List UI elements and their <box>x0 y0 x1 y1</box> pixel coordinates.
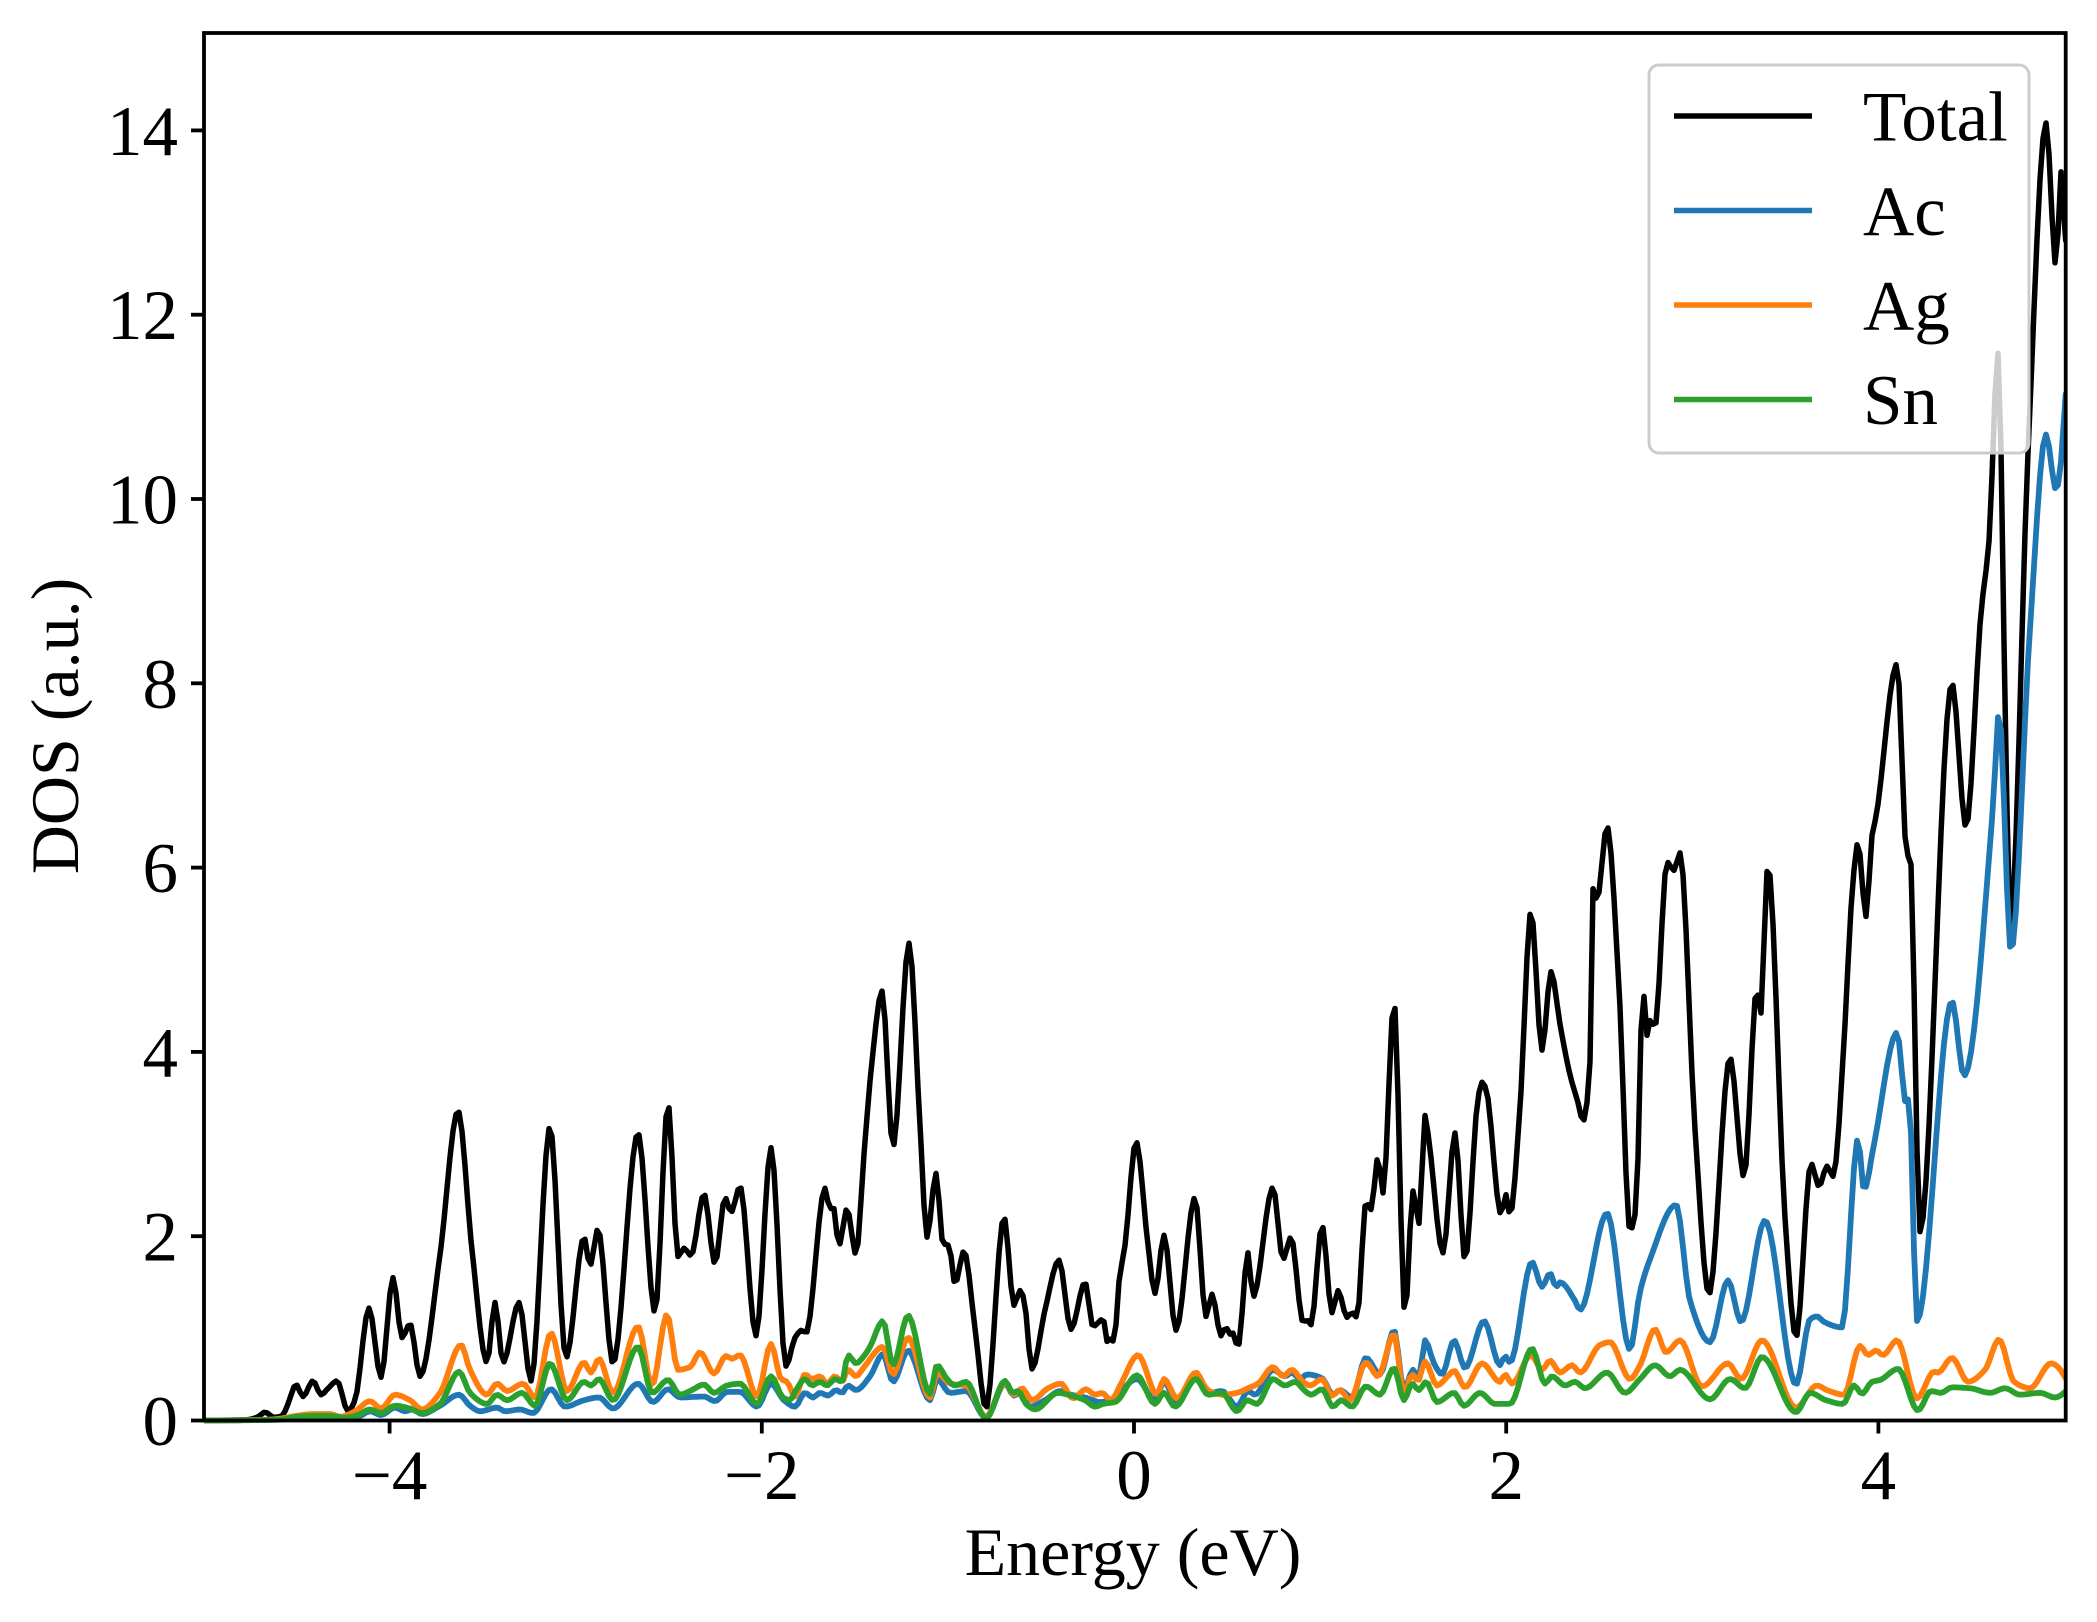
svg-text:2: 2 <box>1488 1437 1524 1515</box>
svg-text:Total: Total <box>1863 79 2008 157</box>
svg-text:8: 8 <box>143 646 179 724</box>
svg-text:Sn: Sn <box>1863 362 1938 440</box>
svg-text:4: 4 <box>1861 1437 1897 1515</box>
svg-text:Ag: Ag <box>1863 268 1950 346</box>
svg-text:4: 4 <box>143 1014 179 1092</box>
svg-text:14: 14 <box>107 93 178 171</box>
svg-text:0: 0 <box>143 1383 179 1461</box>
svg-text:DOS (a.u.): DOS (a.u.) <box>17 578 93 875</box>
svg-text:−2: −2 <box>724 1437 800 1515</box>
svg-text:2: 2 <box>143 1199 179 1277</box>
svg-text:12: 12 <box>107 277 178 355</box>
svg-text:Energy (eV): Energy (eV) <box>965 1514 1302 1590</box>
svg-text:10: 10 <box>107 462 178 540</box>
svg-text:Ac: Ac <box>1863 173 1946 251</box>
svg-text:6: 6 <box>143 830 179 908</box>
svg-text:−4: −4 <box>352 1437 428 1515</box>
svg-text:0: 0 <box>1116 1437 1152 1515</box>
